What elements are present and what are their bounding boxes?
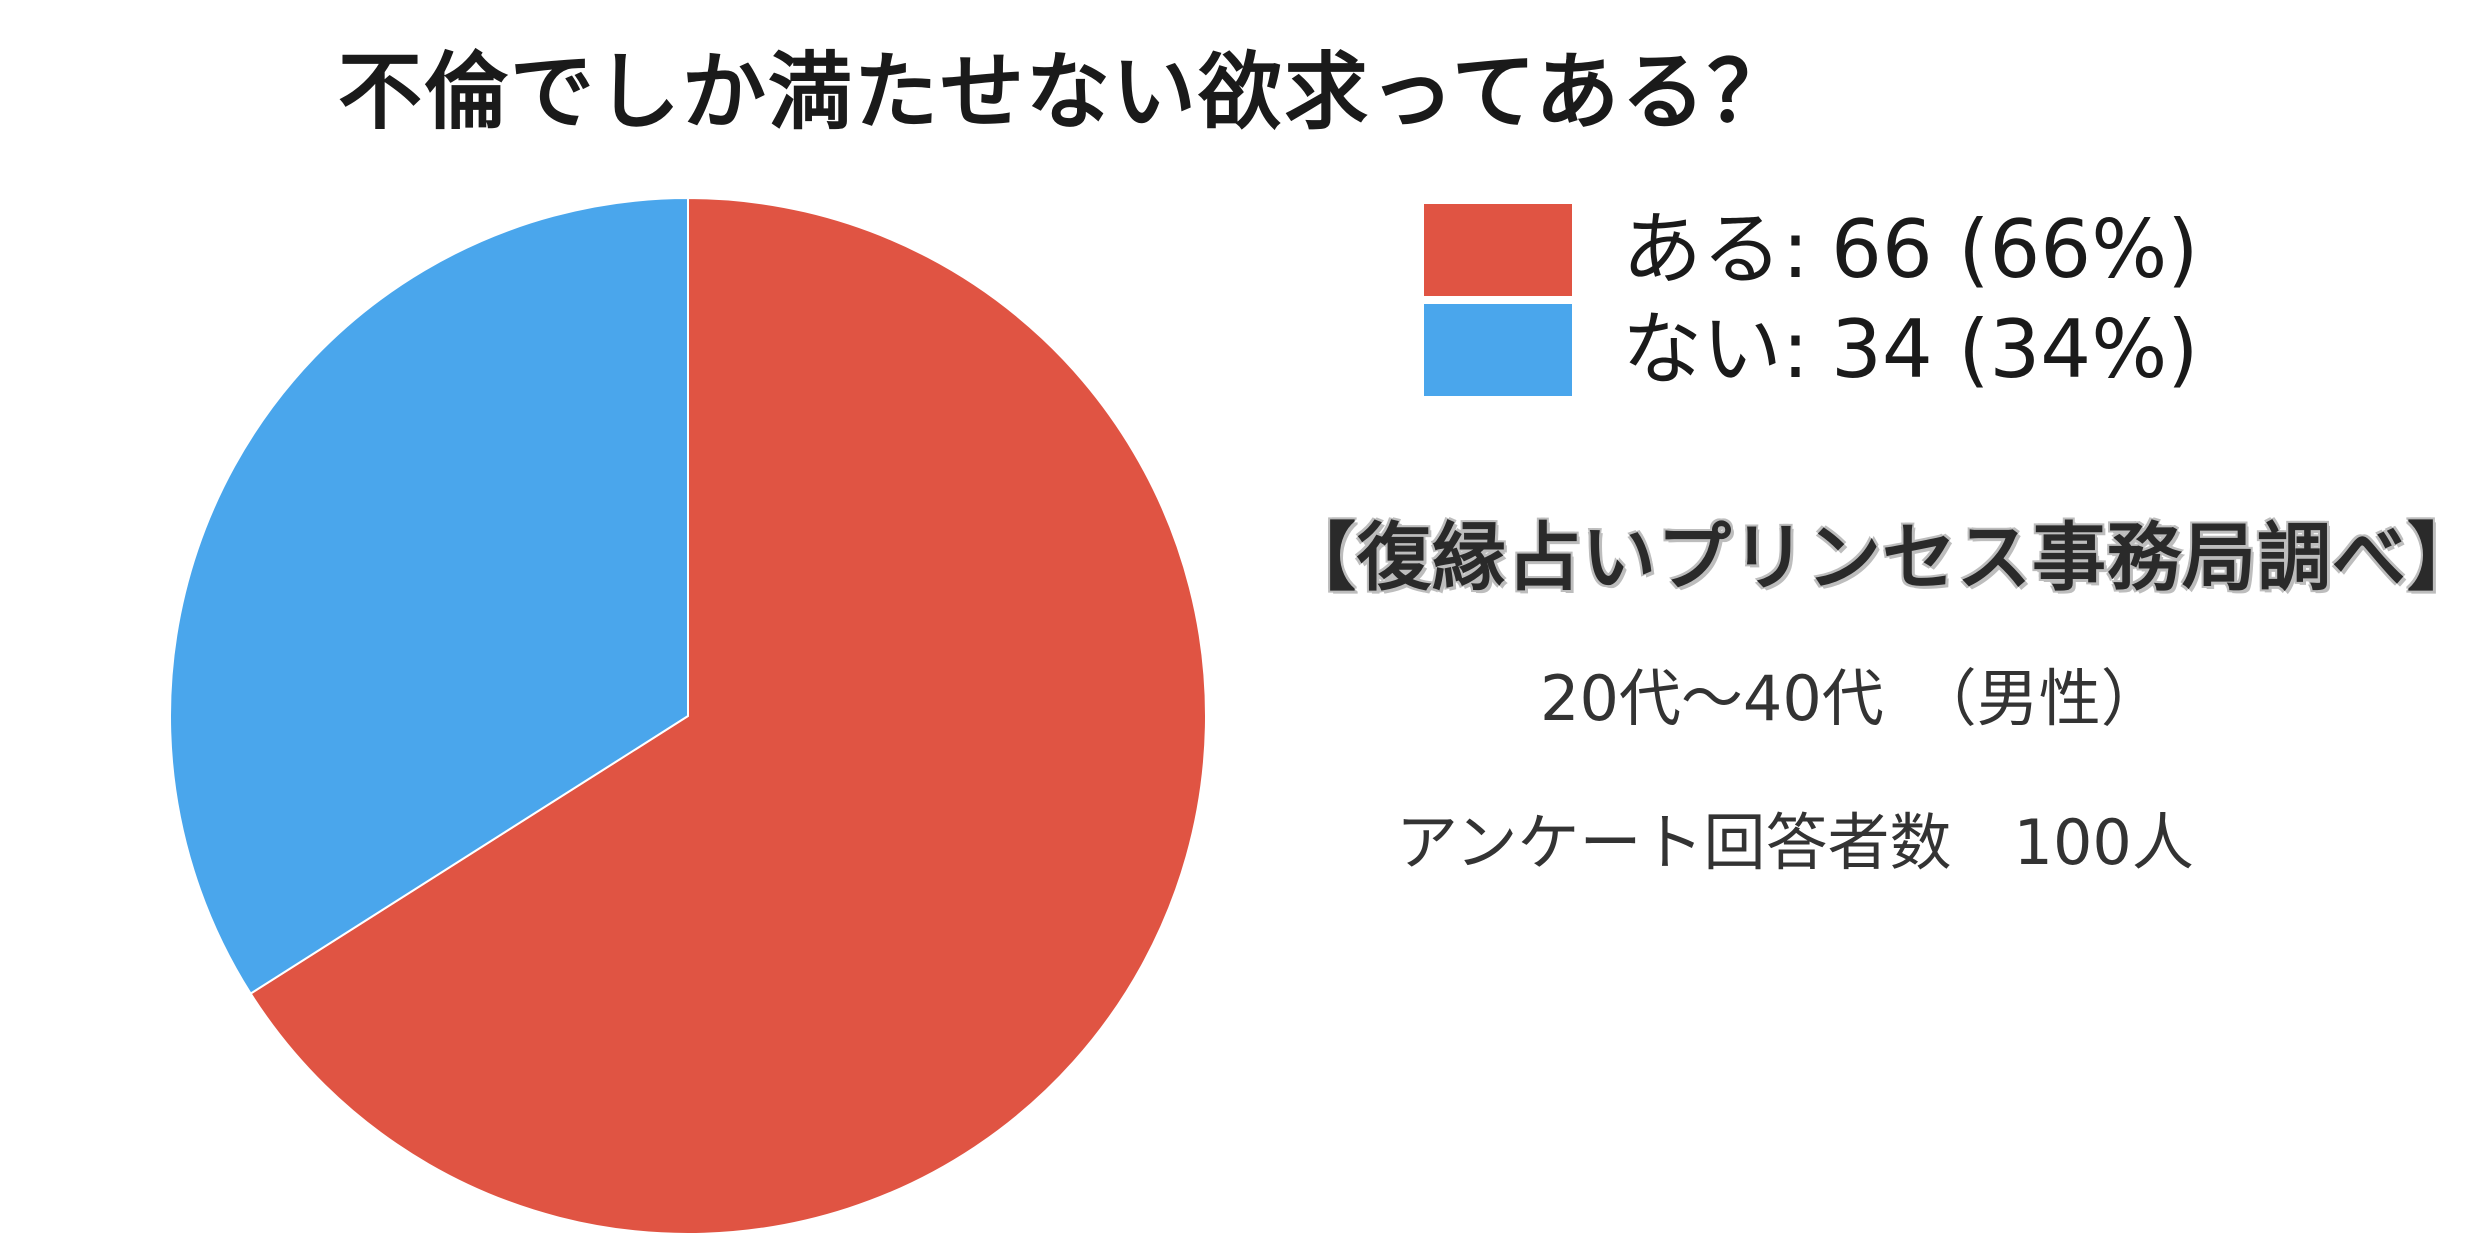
pie-slice-0: [249, 196, 1207, 1235]
legend-count-aru: 66: [1830, 203, 1933, 296]
legend-text-aru: ある : 66 (66%): [1622, 210, 2198, 290]
legend-space-nai: [1933, 310, 1958, 390]
legend-swatch-nai: [1424, 304, 1572, 396]
chart-legend: ある : 66 (66%) ない : 34 (34%): [1424, 200, 2198, 400]
legend-count-nai: 34: [1830, 303, 1933, 396]
respondent-count: アンケート回答者数 100人: [1396, 806, 2194, 879]
legend-percent-nai: (34%): [1958, 303, 2199, 396]
legend-space-aru: [1933, 210, 1958, 290]
legend-separator-aru: :: [1782, 203, 1809, 296]
legend-percent-aru: (66%): [1958, 203, 2199, 296]
legend-swatch-aru: [1424, 204, 1572, 296]
chart-title: 不倫でしか満たせない欲求ってある？: [338, 43, 1794, 141]
legend-label-aru: ある: [1622, 203, 1782, 296]
respondent-age-range: 20代〜40代 （男性）: [1540, 662, 2163, 735]
pie-slices: [169, 196, 1207, 1235]
legend-label-nai: ない: [1622, 303, 1782, 396]
legend-item-aru: ある : 66 (66%): [1424, 200, 2198, 300]
legend-separator-nai: :: [1782, 303, 1809, 396]
pie-slice-1: [169, 196, 689, 995]
legend-text-nai: ない : 34 (34%): [1622, 310, 2198, 390]
legend-item-nai: ない : 34 (34%): [1424, 300, 2198, 400]
survey-source: 【復縁占いプリンセス事務局調べ】: [1282, 515, 2482, 601]
